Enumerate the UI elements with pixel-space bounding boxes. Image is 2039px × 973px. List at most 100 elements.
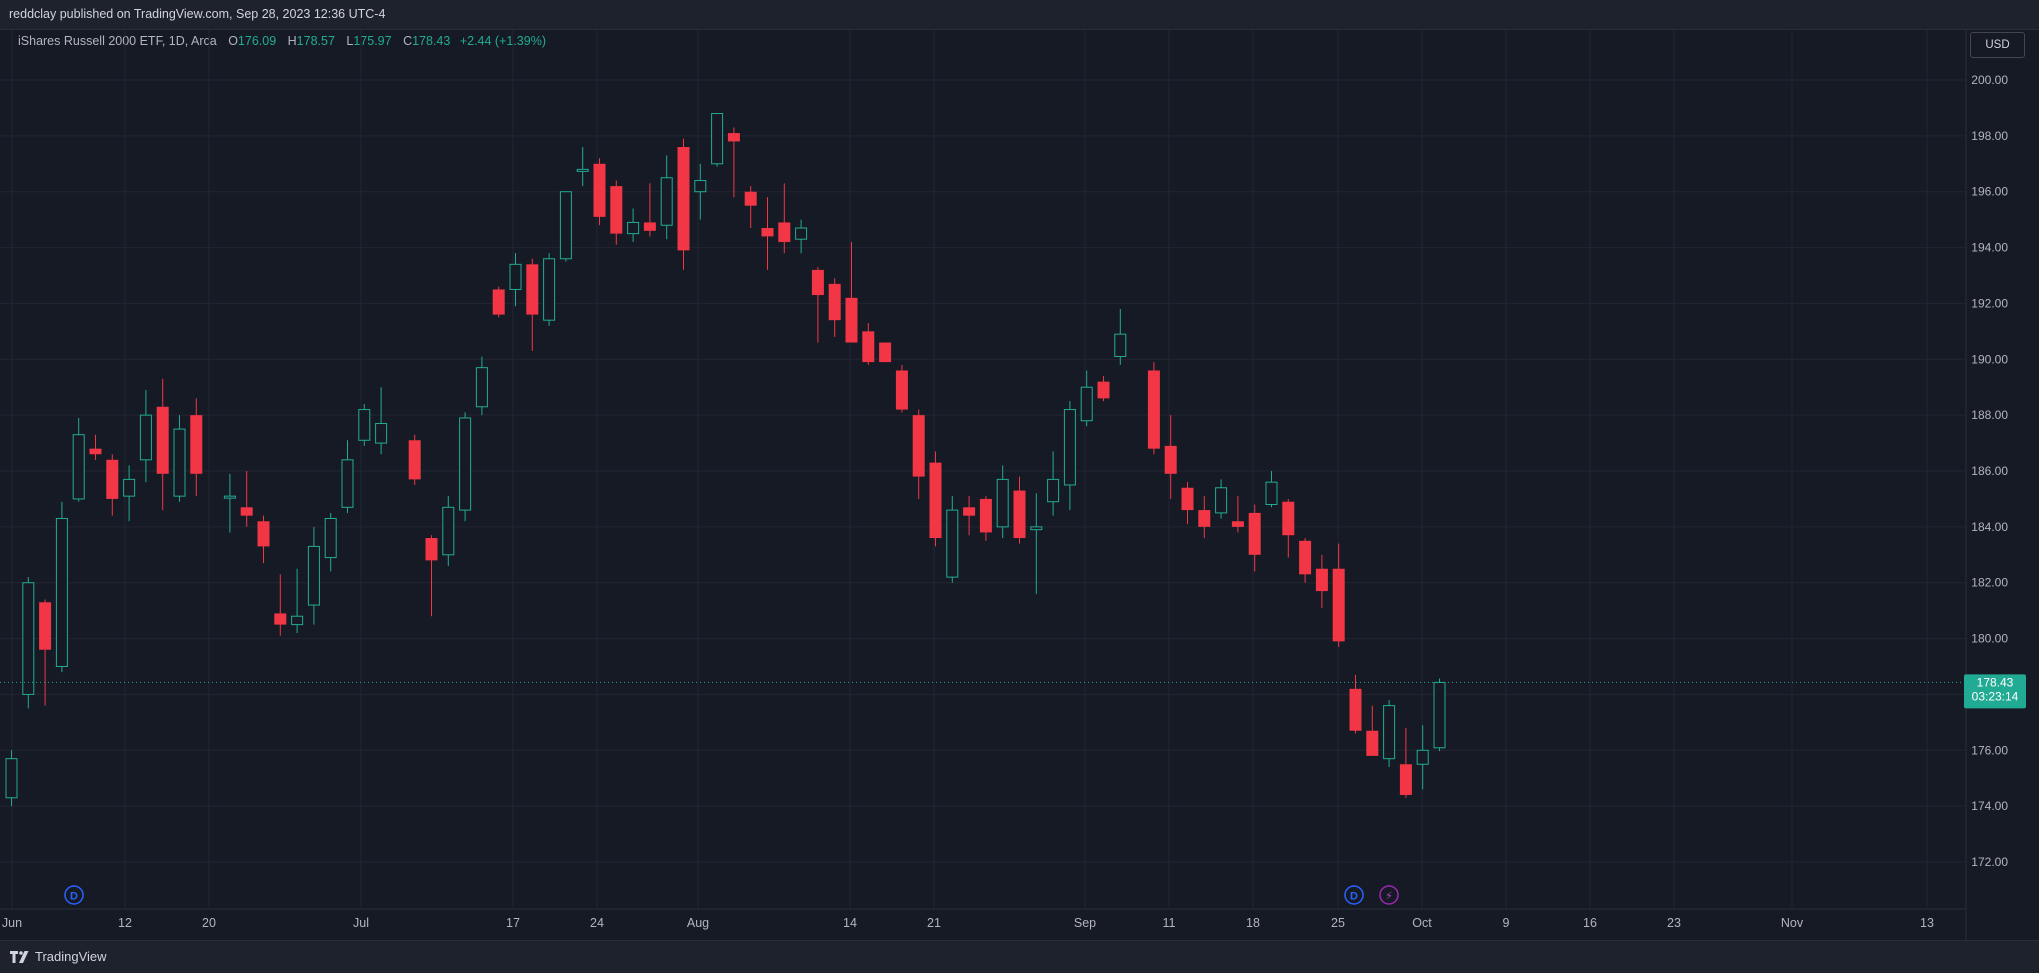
candle	[1080, 370, 1093, 427]
candle-body	[173, 428, 186, 497]
candle-body	[1332, 568, 1345, 642]
candle	[291, 568, 304, 633]
candle	[1416, 725, 1429, 790]
candle-body	[1080, 386, 1093, 422]
time-axis: Jun 12 20 Jul 17 24 Aug 14 21 Sep 11 18 25 Oct 9 16 23 No…	[2, 916, 1934, 930]
candle	[139, 390, 152, 483]
candle-body	[72, 434, 85, 500]
candle	[660, 155, 673, 240]
candle-body	[1416, 749, 1429, 765]
candle-body	[123, 478, 136, 497]
candle	[375, 387, 388, 455]
candle	[442, 496, 455, 566]
x-tick-label: 9	[1503, 916, 1510, 930]
earnings-marker[interactable]: ⚡	[1379, 885, 1399, 905]
candle-body	[425, 538, 438, 561]
dividend-marker-sep[interactable]: D	[1344, 885, 1364, 905]
candle	[879, 342, 892, 363]
y-tick-label: 188.00	[1971, 408, 2008, 422]
candle	[543, 253, 556, 326]
candle-body	[912, 415, 925, 477]
candle	[895, 364, 908, 413]
candle-body	[274, 613, 287, 625]
candle-body	[1399, 764, 1412, 795]
candle	[257, 515, 270, 564]
candle	[677, 138, 690, 270]
x-tick-label: 14	[843, 916, 857, 930]
candle	[1097, 376, 1110, 402]
candle	[190, 398, 203, 497]
candles	[5, 113, 1446, 807]
candle-body	[1030, 526, 1043, 531]
x-tick-label: Jul	[353, 916, 369, 930]
candle-body	[979, 498, 992, 533]
candle	[358, 403, 371, 446]
candle	[946, 496, 959, 583]
candle-body	[845, 297, 858, 343]
candle	[123, 465, 136, 522]
last-price-value: 178.43	[1977, 675, 2014, 689]
candle-body	[442, 506, 455, 556]
candle	[341, 440, 354, 513]
candle-body	[1383, 705, 1396, 760]
chart-grid	[0, 30, 1966, 909]
currency-button[interactable]: USD	[1970, 32, 2025, 58]
candle-body	[1097, 381, 1110, 399]
y-tick-label: 196.00	[1971, 185, 2008, 199]
candle	[1047, 451, 1060, 516]
candle-body	[1282, 501, 1295, 536]
tradingview-logo[interactable]: TradingView	[10, 949, 107, 964]
candle	[727, 127, 740, 198]
candle-body	[895, 370, 908, 410]
last-price-box	[1964, 674, 2026, 709]
candle	[55, 501, 68, 673]
candle-body	[761, 228, 774, 237]
candle-body	[1114, 333, 1127, 357]
candle	[1181, 482, 1194, 525]
symbol-title[interactable]: iShares Russell 2000 ETF, 1D, Arca	[18, 34, 217, 48]
candle	[744, 186, 757, 229]
low-value: 175.97	[353, 34, 392, 48]
candle-body	[1299, 540, 1312, 575]
candle	[979, 496, 992, 541]
candle-body	[1231, 521, 1244, 527]
candle-body	[996, 478, 1009, 528]
candle-body	[946, 509, 959, 578]
candle	[156, 378, 169, 511]
earnings-marker-circle	[1379, 885, 1399, 905]
candle-body	[1047, 478, 1060, 503]
candle	[610, 180, 623, 245]
dividend-marker-letter: D	[1350, 891, 1358, 903]
y-tick-label: 180.00	[1971, 632, 2008, 646]
candle	[694, 163, 707, 220]
candle	[1349, 674, 1362, 734]
publish-info: reddclay published on TradingView.com, S…	[9, 7, 386, 21]
x-tick-label: 20	[202, 916, 216, 930]
price-axis: 172.00174.00176.00178.00180.00182.00184.…	[1971, 73, 2008, 869]
candle-body	[492, 289, 505, 315]
candle	[72, 417, 85, 502]
low-label: L	[346, 34, 354, 48]
candle-body	[106, 459, 119, 499]
candle	[509, 253, 522, 307]
candle-body	[459, 417, 472, 511]
candle-body	[1265, 481, 1278, 506]
candle	[1433, 678, 1446, 752]
high-value: 178.57	[296, 34, 335, 48]
candle-body	[593, 163, 606, 217]
candle	[173, 415, 186, 502]
candle-body	[879, 342, 892, 363]
candle-body	[375, 423, 388, 444]
candle	[459, 412, 472, 522]
price-chart[interactable]: 172.00174.00176.00178.00180.00182.00184.…	[0, 30, 2039, 940]
candle-body	[223, 495, 236, 499]
dividend-marker-june[interactable]: D	[64, 885, 84, 905]
candle-body	[5, 758, 18, 799]
candle-body	[408, 440, 421, 480]
candle-body	[358, 409, 371, 441]
candle	[912, 409, 925, 499]
candle	[795, 219, 808, 254]
x-tick-label: 21	[927, 916, 941, 930]
candle-body	[811, 269, 824, 296]
candle-body	[89, 448, 102, 455]
